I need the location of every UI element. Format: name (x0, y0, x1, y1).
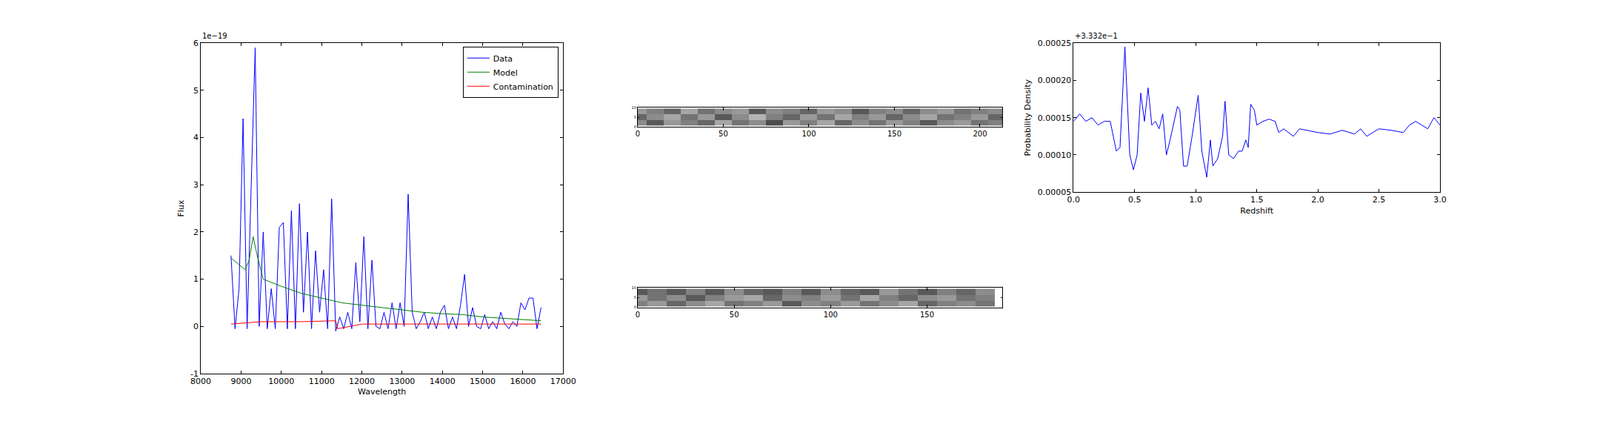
svg-text:12000: 12000 (348, 376, 375, 386)
svg-text:5: 5 (634, 114, 637, 120)
svg-text:0: 0 (634, 124, 637, 129)
svg-text:10: 10 (631, 105, 637, 110)
svg-text:5: 5 (634, 294, 637, 300)
svg-text:50: 50 (718, 129, 729, 138)
svg-text:0: 0 (635, 129, 640, 138)
svg-text:1e−19: 1e−19 (202, 31, 228, 40)
svg-text:150: 150 (920, 310, 935, 319)
svg-text:200: 200 (972, 129, 987, 138)
svg-text:0: 0 (634, 304, 637, 309)
svg-text:Flux: Flux (176, 199, 186, 217)
svg-text:0: 0 (635, 310, 640, 319)
svg-text:9000: 9000 (230, 376, 252, 386)
svg-text:6: 6 (193, 38, 199, 49)
svg-text:Contamination: Contamination (493, 82, 554, 92)
svg-text:15000: 15000 (469, 376, 496, 386)
svg-text:100: 100 (823, 310, 838, 319)
svg-text:1.5: 1.5 (1250, 194, 1264, 205)
svg-text:0.00025: 0.00025 (1037, 38, 1072, 49)
svg-text:Data: Data (493, 54, 513, 64)
svg-text:0.00010: 0.00010 (1037, 150, 1072, 160)
svg-text:0.5: 0.5 (1128, 194, 1142, 205)
svg-text:Probability Density: Probability Density (1022, 78, 1033, 156)
svg-text:Redshift: Redshift (1240, 205, 1274, 216)
svg-text:8000: 8000 (190, 376, 212, 386)
svg-text:13000: 13000 (388, 376, 415, 386)
svg-text:0.00015: 0.00015 (1037, 113, 1072, 123)
svg-text:10: 10 (631, 285, 637, 290)
svg-text:50: 50 (729, 310, 740, 319)
svg-text:3.0: 3.0 (1433, 194, 1447, 205)
svg-text:5: 5 (193, 85, 199, 96)
svg-text:3: 3 (193, 180, 199, 190)
svg-text:Wavelength: Wavelength (357, 386, 406, 397)
svg-text:100: 100 (801, 129, 816, 138)
svg-text:14000: 14000 (429, 376, 456, 386)
svg-text:0.00020: 0.00020 (1037, 75, 1072, 86)
svg-text:0.00005: 0.00005 (1037, 187, 1072, 198)
svg-text:10000: 10000 (268, 376, 295, 386)
svg-text:4: 4 (193, 132, 199, 143)
svg-text:11000: 11000 (308, 376, 335, 386)
svg-text:0: 0 (193, 321, 199, 332)
svg-text:2: 2 (193, 227, 199, 238)
svg-text:-1: -1 (190, 368, 199, 379)
svg-text:Model: Model (493, 68, 518, 78)
svg-text:0.0: 0.0 (1067, 194, 1081, 205)
svg-text:16000: 16000 (509, 376, 536, 386)
svg-text:1: 1 (193, 274, 199, 284)
svg-text:+3.332e−1: +3.332e−1 (1074, 31, 1118, 40)
svg-text:2.5: 2.5 (1372, 194, 1386, 205)
svg-text:1.0: 1.0 (1188, 194, 1203, 205)
svg-text:150: 150 (887, 129, 902, 138)
svg-text:2.0: 2.0 (1311, 194, 1325, 205)
svg-text:17000: 17000 (550, 376, 577, 386)
